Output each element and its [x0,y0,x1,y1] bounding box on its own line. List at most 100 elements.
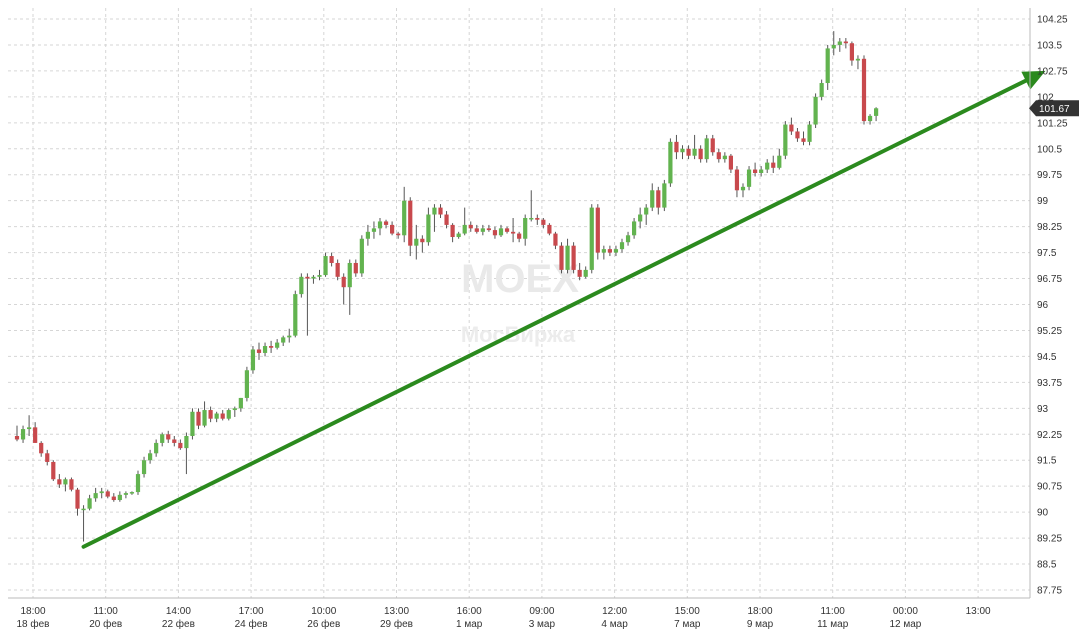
x-tick-date: 18 фев [16,618,49,630]
candle-body-up [759,169,764,173]
candle-body-down [674,141,679,153]
candle-body-up [371,228,377,232]
candle-body-down [220,413,225,419]
grid [8,8,1030,598]
candle-body-up [456,233,461,238]
candle-body-down [486,228,491,231]
trend-line [81,78,1028,549]
candle-body-up [281,337,286,343]
candle-body-up [160,434,165,443]
candle-body-up [129,492,135,494]
candle-body-up [311,276,316,279]
candle-body-up [87,498,92,509]
x-tick-time: 12:00 [602,606,627,617]
candle-body-down [178,442,183,449]
candle-body-up [359,238,364,274]
candle-body-up [825,48,830,84]
candle-body-up [226,410,231,419]
candle-body-down [541,219,546,225]
y-tick-label: 96.75 [1037,274,1062,285]
candle-body-up [583,269,588,277]
x-tick-date: 20 фев [89,618,122,630]
candle-body-down [353,262,358,274]
x-tick-date: 11 мар [817,619,849,630]
candle-body-up [777,155,782,168]
candle-body-up [184,436,189,449]
candle-body-down [607,249,612,253]
candle-body-up [692,148,697,156]
candle-body-down [208,410,213,419]
candle-body-down [438,207,443,215]
candle-body-up [819,83,824,97]
candle-body-down [444,214,449,225]
y-axis: 104.25 103.5 102.75 102 101.25 100.5 99.75 99 98… [1029,8,1068,598]
candle-body-up [414,238,419,246]
candle-body-up [644,207,649,215]
candle-body-up [426,214,431,243]
y-tick-label: 102 [1037,92,1054,103]
candle-body-up [807,124,812,142]
y-tick-label: 102.75 [1037,66,1068,77]
candle-body-down [335,262,340,277]
candle-body-down [256,349,262,353]
y-tick-label: 99 [1037,196,1049,207]
last-price-label: 101.67 [1039,104,1070,115]
y-tick-label: 87.75 [1037,586,1062,597]
candle-body-down [716,152,721,160]
candle-body-down [329,256,334,263]
candle-body-up [855,58,861,61]
candle-body-down [166,434,171,440]
x-tick-date: 7 мар [674,619,701,630]
candle-body-up [746,169,752,187]
x-tick-time: 09:00 [529,606,554,617]
candle-body-up [202,410,207,426]
y-tick-label: 89.25 [1037,534,1062,545]
candle-body-down [105,491,110,497]
x-tick-date: 1 мар [456,619,483,630]
candle-body-up [668,141,673,184]
candle-body-up [347,262,352,288]
x-tick-date: 24 фев [235,618,268,630]
candle-body-up [650,190,655,208]
y-tick-label: 99.75 [1037,170,1062,181]
candle-body-down [535,217,540,220]
candle-body-up [154,442,159,454]
candle-body-down [753,169,758,173]
candle-body-up [27,427,32,430]
candle-body-up [632,221,637,236]
candle-body-up [601,249,606,253]
candle-body-down [57,479,62,485]
candle-body-up [190,411,195,437]
candle-body-up [480,228,485,232]
candle-body-down [849,43,854,61]
trend-arrow-head [1021,70,1046,90]
x-tick-time: 15:00 [675,606,700,617]
x-tick-time: 14:00 [166,606,191,617]
candle-body-down [547,224,552,234]
candle-body-down [341,276,346,288]
x-tick-date: 9 мар [747,619,774,630]
candle-body-down [577,269,582,277]
candle-body-up [117,494,122,501]
x-tick-time: 18:00 [20,606,45,617]
candle-body-up [783,124,788,156]
candle-body-down [559,245,564,270]
candle-body-down [517,233,522,239]
y-tick-label: 92.25 [1037,430,1062,441]
x-tick-time: 17:00 [239,606,264,617]
candle-body-down [710,138,715,153]
candle-body-down [789,124,794,132]
candle-body-up [565,245,570,270]
candle-body-down [33,427,38,443]
candle-body-down [504,228,510,232]
x-tick-time: 11:00 [821,606,846,617]
candle-body-down [396,233,401,236]
candle-body-down [196,411,201,426]
candle-body-up [589,207,594,270]
candles [14,31,879,542]
candle-body-up [287,335,292,338]
y-tick-label: 103.5 [1037,40,1062,51]
